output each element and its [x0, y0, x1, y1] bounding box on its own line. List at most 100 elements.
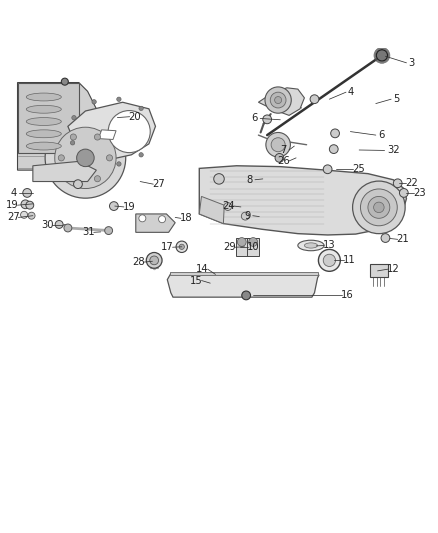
Circle shape — [381, 233, 390, 243]
Text: 28: 28 — [132, 257, 145, 267]
Circle shape — [150, 256, 159, 265]
Text: 22: 22 — [405, 178, 418, 188]
Circle shape — [55, 221, 63, 229]
Ellipse shape — [26, 106, 61, 113]
Circle shape — [94, 176, 101, 182]
Circle shape — [310, 95, 319, 103]
Circle shape — [374, 202, 384, 213]
Circle shape — [110, 201, 118, 211]
Circle shape — [106, 155, 113, 161]
Circle shape — [249, 238, 258, 246]
Polygon shape — [258, 88, 304, 115]
Circle shape — [72, 116, 76, 120]
Circle shape — [214, 174, 224, 184]
Circle shape — [242, 291, 251, 300]
Text: 16: 16 — [340, 290, 353, 301]
Text: 19: 19 — [6, 200, 19, 210]
Text: 3: 3 — [409, 58, 415, 68]
Polygon shape — [99, 130, 116, 140]
Circle shape — [88, 158, 93, 162]
Circle shape — [329, 145, 338, 154]
Bar — [370, 264, 388, 277]
Circle shape — [275, 96, 282, 103]
Circle shape — [266, 133, 290, 157]
Circle shape — [21, 211, 28, 219]
Text: 6: 6 — [252, 114, 258, 124]
Circle shape — [331, 129, 339, 138]
Text: 23: 23 — [413, 188, 426, 198]
Circle shape — [323, 165, 332, 174]
Text: 24: 24 — [223, 201, 235, 211]
Circle shape — [270, 92, 286, 108]
Text: 25: 25 — [352, 164, 365, 174]
Polygon shape — [136, 214, 175, 232]
Text: 31: 31 — [82, 228, 95, 237]
Text: 20: 20 — [129, 112, 141, 122]
Circle shape — [323, 254, 336, 266]
Text: 9: 9 — [244, 211, 251, 221]
Text: 18: 18 — [180, 213, 192, 223]
Circle shape — [92, 100, 96, 104]
Ellipse shape — [26, 142, 61, 150]
Text: 4: 4 — [347, 87, 353, 97]
Circle shape — [61, 78, 68, 85]
Text: 17: 17 — [161, 242, 174, 252]
Text: 27: 27 — [7, 213, 20, 222]
Circle shape — [265, 87, 291, 113]
Ellipse shape — [26, 93, 61, 101]
Polygon shape — [199, 166, 406, 235]
Polygon shape — [33, 161, 96, 182]
Text: 29: 29 — [223, 242, 237, 252]
Circle shape — [146, 253, 162, 268]
Text: 26: 26 — [277, 156, 290, 166]
Circle shape — [399, 189, 408, 197]
Circle shape — [263, 115, 272, 124]
Text: 8: 8 — [247, 175, 253, 185]
Circle shape — [117, 161, 121, 166]
Polygon shape — [167, 273, 319, 297]
Text: 4: 4 — [11, 188, 17, 198]
Text: 15: 15 — [190, 276, 203, 286]
Circle shape — [105, 227, 113, 235]
Circle shape — [58, 155, 64, 161]
Circle shape — [139, 106, 143, 110]
Circle shape — [139, 152, 143, 157]
Circle shape — [117, 97, 121, 101]
Text: 21: 21 — [396, 235, 410, 244]
Bar — [170, 272, 318, 275]
Ellipse shape — [26, 118, 61, 125]
Ellipse shape — [304, 243, 318, 248]
Circle shape — [70, 176, 76, 182]
Text: 14: 14 — [196, 264, 208, 274]
Circle shape — [70, 134, 77, 140]
Text: 7: 7 — [281, 145, 287, 155]
Circle shape — [237, 238, 246, 246]
Circle shape — [23, 189, 32, 197]
Circle shape — [271, 138, 285, 152]
Circle shape — [368, 197, 390, 219]
Text: 32: 32 — [387, 146, 399, 156]
Circle shape — [45, 118, 126, 198]
Circle shape — [241, 212, 249, 220]
Bar — [18, 83, 79, 152]
Text: 6: 6 — [378, 130, 384, 140]
Circle shape — [224, 203, 232, 211]
Text: 13: 13 — [323, 240, 336, 251]
Circle shape — [71, 141, 75, 145]
Circle shape — [179, 244, 184, 249]
Bar — [247, 238, 259, 256]
Polygon shape — [68, 102, 155, 160]
Polygon shape — [199, 197, 224, 223]
Circle shape — [77, 149, 94, 167]
Text: 12: 12 — [387, 264, 400, 274]
Text: 30: 30 — [41, 220, 53, 230]
Circle shape — [28, 212, 35, 219]
Ellipse shape — [298, 240, 324, 251]
Circle shape — [176, 241, 187, 253]
Circle shape — [360, 189, 397, 226]
Circle shape — [94, 134, 101, 140]
Circle shape — [74, 180, 82, 189]
Circle shape — [393, 179, 402, 188]
Circle shape — [275, 154, 284, 162]
Bar — [236, 238, 248, 256]
